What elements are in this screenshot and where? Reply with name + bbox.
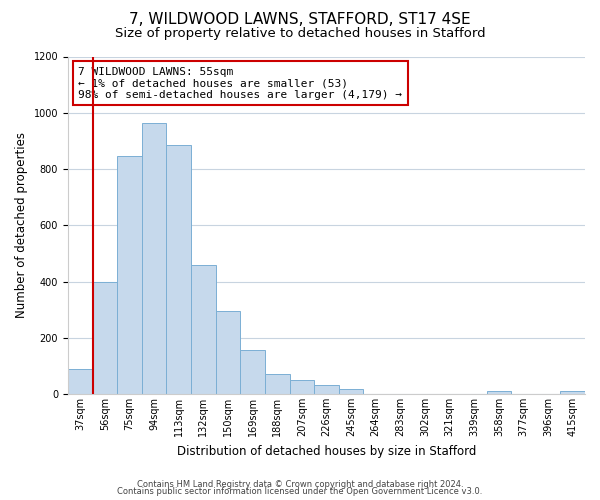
Bar — [117, 156, 142, 394]
Bar — [142, 122, 166, 394]
Text: 7 WILDWOOD LAWNS: 55sqm
← 1% of detached houses are smaller (53)
98% of semi-det: 7 WILDWOOD LAWNS: 55sqm ← 1% of detached… — [78, 66, 402, 100]
Bar — [191, 264, 215, 394]
Text: Size of property relative to detached houses in Stafford: Size of property relative to detached ho… — [115, 28, 485, 40]
Bar — [92, 282, 117, 394]
Bar — [290, 380, 314, 394]
Y-axis label: Number of detached properties: Number of detached properties — [15, 132, 28, 318]
Bar — [487, 391, 511, 394]
Bar — [265, 374, 290, 394]
Bar — [339, 389, 364, 394]
X-axis label: Distribution of detached houses by size in Stafford: Distribution of detached houses by size … — [177, 444, 476, 458]
Bar — [560, 391, 585, 394]
Bar — [314, 384, 339, 394]
Text: 7, WILDWOOD LAWNS, STAFFORD, ST17 4SE: 7, WILDWOOD LAWNS, STAFFORD, ST17 4SE — [129, 12, 471, 28]
Bar — [240, 350, 265, 394]
Text: Contains HM Land Registry data © Crown copyright and database right 2024.: Contains HM Land Registry data © Crown c… — [137, 480, 463, 489]
Bar — [68, 368, 92, 394]
Text: Contains public sector information licensed under the Open Government Licence v3: Contains public sector information licen… — [118, 488, 482, 496]
Bar — [215, 311, 240, 394]
Bar — [166, 145, 191, 394]
